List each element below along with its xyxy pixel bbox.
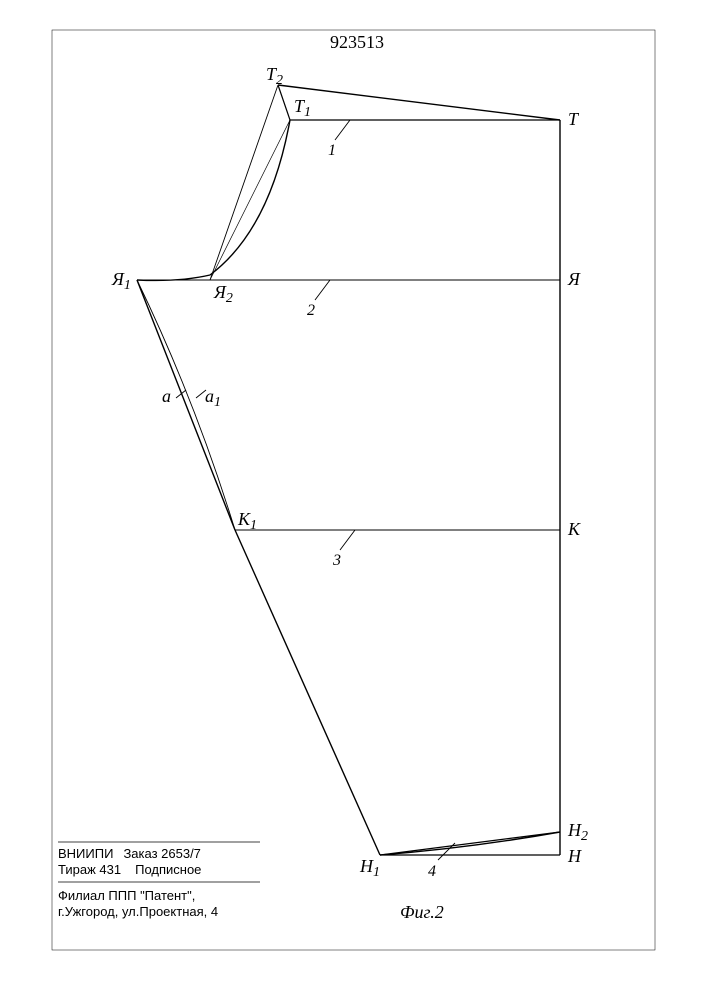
svg-text:а1: а1: [205, 386, 221, 410]
ref3-tick: [340, 530, 355, 550]
pattern-diagram: [137, 85, 560, 860]
point-labels: Т Т1 Т2 Я Я1 Я2 К К1 а а1 Н Н1 Н2: [111, 64, 588, 880]
label-H2: Н: [567, 820, 582, 840]
label-a1-sub: 1: [214, 395, 221, 410]
ref-3: 3: [332, 552, 341, 569]
svg-text:Тираж 431Подписное: Тираж 431 Подписное: [58, 862, 201, 877]
t1-t2-connect: [278, 85, 290, 120]
label-Ya1-sub: 1: [124, 278, 131, 293]
svg-text:Я: Я: [567, 269, 581, 289]
label-Ya: Я: [567, 269, 581, 289]
label-a: а: [162, 386, 171, 406]
line-ref-numbers: 1 2 3 4: [307, 142, 436, 880]
ref4-tick: [438, 843, 455, 860]
ref1-tick: [335, 120, 350, 140]
svg-text:Т: Т: [568, 109, 580, 129]
ref-4: 4: [428, 863, 436, 880]
svg-text:Я1: Я1: [111, 269, 131, 293]
label-Ya2-sub: 2: [226, 291, 233, 306]
label-K: К: [567, 519, 581, 539]
inseam-lower: [235, 530, 380, 855]
label-T: Т: [568, 109, 580, 129]
label-H1-sub: 1: [373, 865, 380, 880]
svg-text:ВНИИПИЗаказ 2653/7: ВНИИПИ Заказ 2653/7: [58, 846, 201, 861]
footer-order: Заказ 2653/7: [123, 846, 200, 861]
svg-text:а: а: [162, 386, 171, 406]
label-H1: Н: [359, 856, 374, 876]
svg-text:Н: Н: [567, 846, 582, 866]
label-T2-sub: 2: [276, 73, 283, 88]
svg-text:К1: К1: [237, 509, 257, 533]
footer-org: ВНИИПИ: [58, 846, 113, 861]
label-T1-sub: 1: [304, 105, 311, 120]
label-K1: К: [237, 509, 251, 529]
ref-2: 2: [307, 302, 315, 319]
ref2-tick: [315, 280, 330, 300]
ref-1: 1: [328, 142, 336, 159]
footer-tirazh: Тираж 431: [58, 862, 121, 877]
svg-text:Т2: Т2: [266, 64, 283, 88]
doc-number: 923513: [330, 32, 384, 52]
footer-block: ВНИИПИ Заказ 2653/7 Тираж 431 Подписное Фи…: [58, 842, 260, 919]
svg-text:К: К: [567, 519, 581, 539]
label-K1-sub: 1: [250, 518, 257, 533]
label-H2-sub: 2: [581, 829, 588, 844]
hem-top: [380, 832, 560, 855]
label-H: Н: [567, 846, 582, 866]
footer-line3: Филиал ППП "Патент",: [58, 888, 195, 903]
crotch-curve: [137, 120, 290, 280]
svg-text:Я2: Я2: [213, 282, 233, 306]
waist-slant: [278, 85, 560, 120]
svg-text:Т1: Т1: [294, 96, 311, 120]
footer-podpisnoe: Подписное: [135, 862, 201, 877]
footer-line4: г.Ужгород, ул.Проектная, 4: [58, 904, 218, 919]
figure-caption: Фиг.2: [400, 902, 444, 922]
t2-ya1-line: [210, 85, 278, 280]
t1-ya2-line: [210, 120, 290, 280]
label-a1: а: [205, 386, 214, 406]
svg-text:Н1: Н1: [359, 856, 380, 880]
svg-text:Н2: Н2: [567, 820, 588, 844]
